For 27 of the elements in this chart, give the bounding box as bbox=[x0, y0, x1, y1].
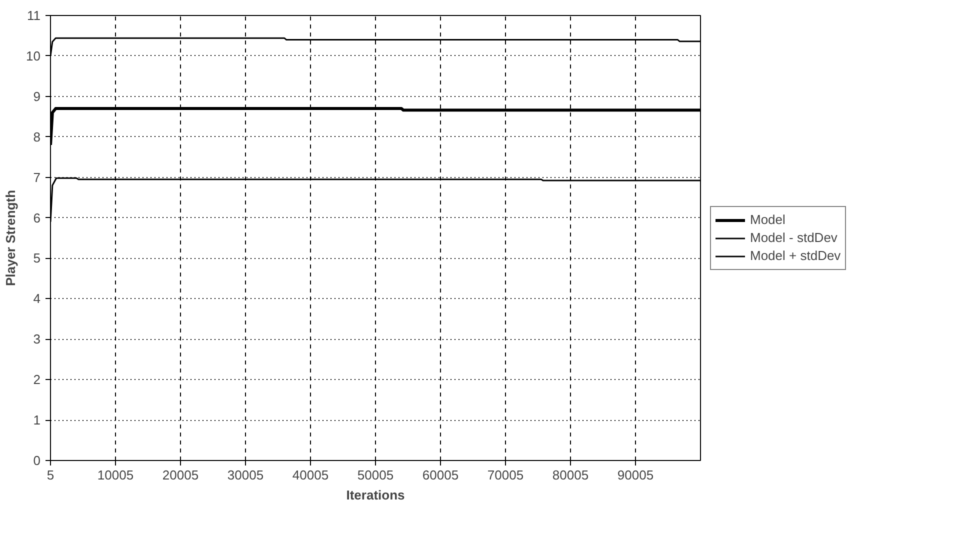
y-tick-label: 4 bbox=[33, 291, 41, 306]
y-tick-label: 2 bbox=[33, 372, 41, 388]
x-tick-label: 70005 bbox=[487, 468, 524, 482]
y-tick-label: 5 bbox=[33, 250, 41, 266]
x-tick-label: 30005 bbox=[227, 468, 264, 482]
y-tick-label: 9 bbox=[33, 88, 41, 104]
y-axis-title: Player Strength bbox=[3, 190, 18, 286]
legend-label: Model bbox=[750, 211, 786, 228]
x-axis-title: Iterations bbox=[346, 488, 405, 502]
x-tick-label: 80005 bbox=[552, 468, 589, 482]
y-tick-label: 8 bbox=[33, 129, 41, 144]
x-tick-label: 40005 bbox=[292, 468, 329, 482]
y-tick-label: 1 bbox=[33, 412, 41, 428]
x-tick-label: 20005 bbox=[162, 468, 199, 482]
y-tick-label: 7 bbox=[33, 170, 41, 185]
y-tick-label: 11 bbox=[27, 8, 41, 23]
legend-label: Model + stdDev bbox=[750, 247, 841, 264]
y-tick-label: 10 bbox=[26, 48, 41, 64]
legend-label: Model - stdDev bbox=[750, 229, 838, 246]
x-tick-label: 10005 bbox=[97, 468, 134, 482]
y-tick-label: 0 bbox=[33, 453, 41, 468]
x-tick-label: 5 bbox=[46, 468, 54, 482]
y-tick-label: 3 bbox=[33, 332, 41, 347]
x-tick-label: 50005 bbox=[357, 468, 394, 482]
x-tick-label: 60005 bbox=[422, 468, 459, 482]
x-tick-label: 90005 bbox=[617, 468, 654, 482]
y-tick-label: 6 bbox=[33, 210, 41, 226]
